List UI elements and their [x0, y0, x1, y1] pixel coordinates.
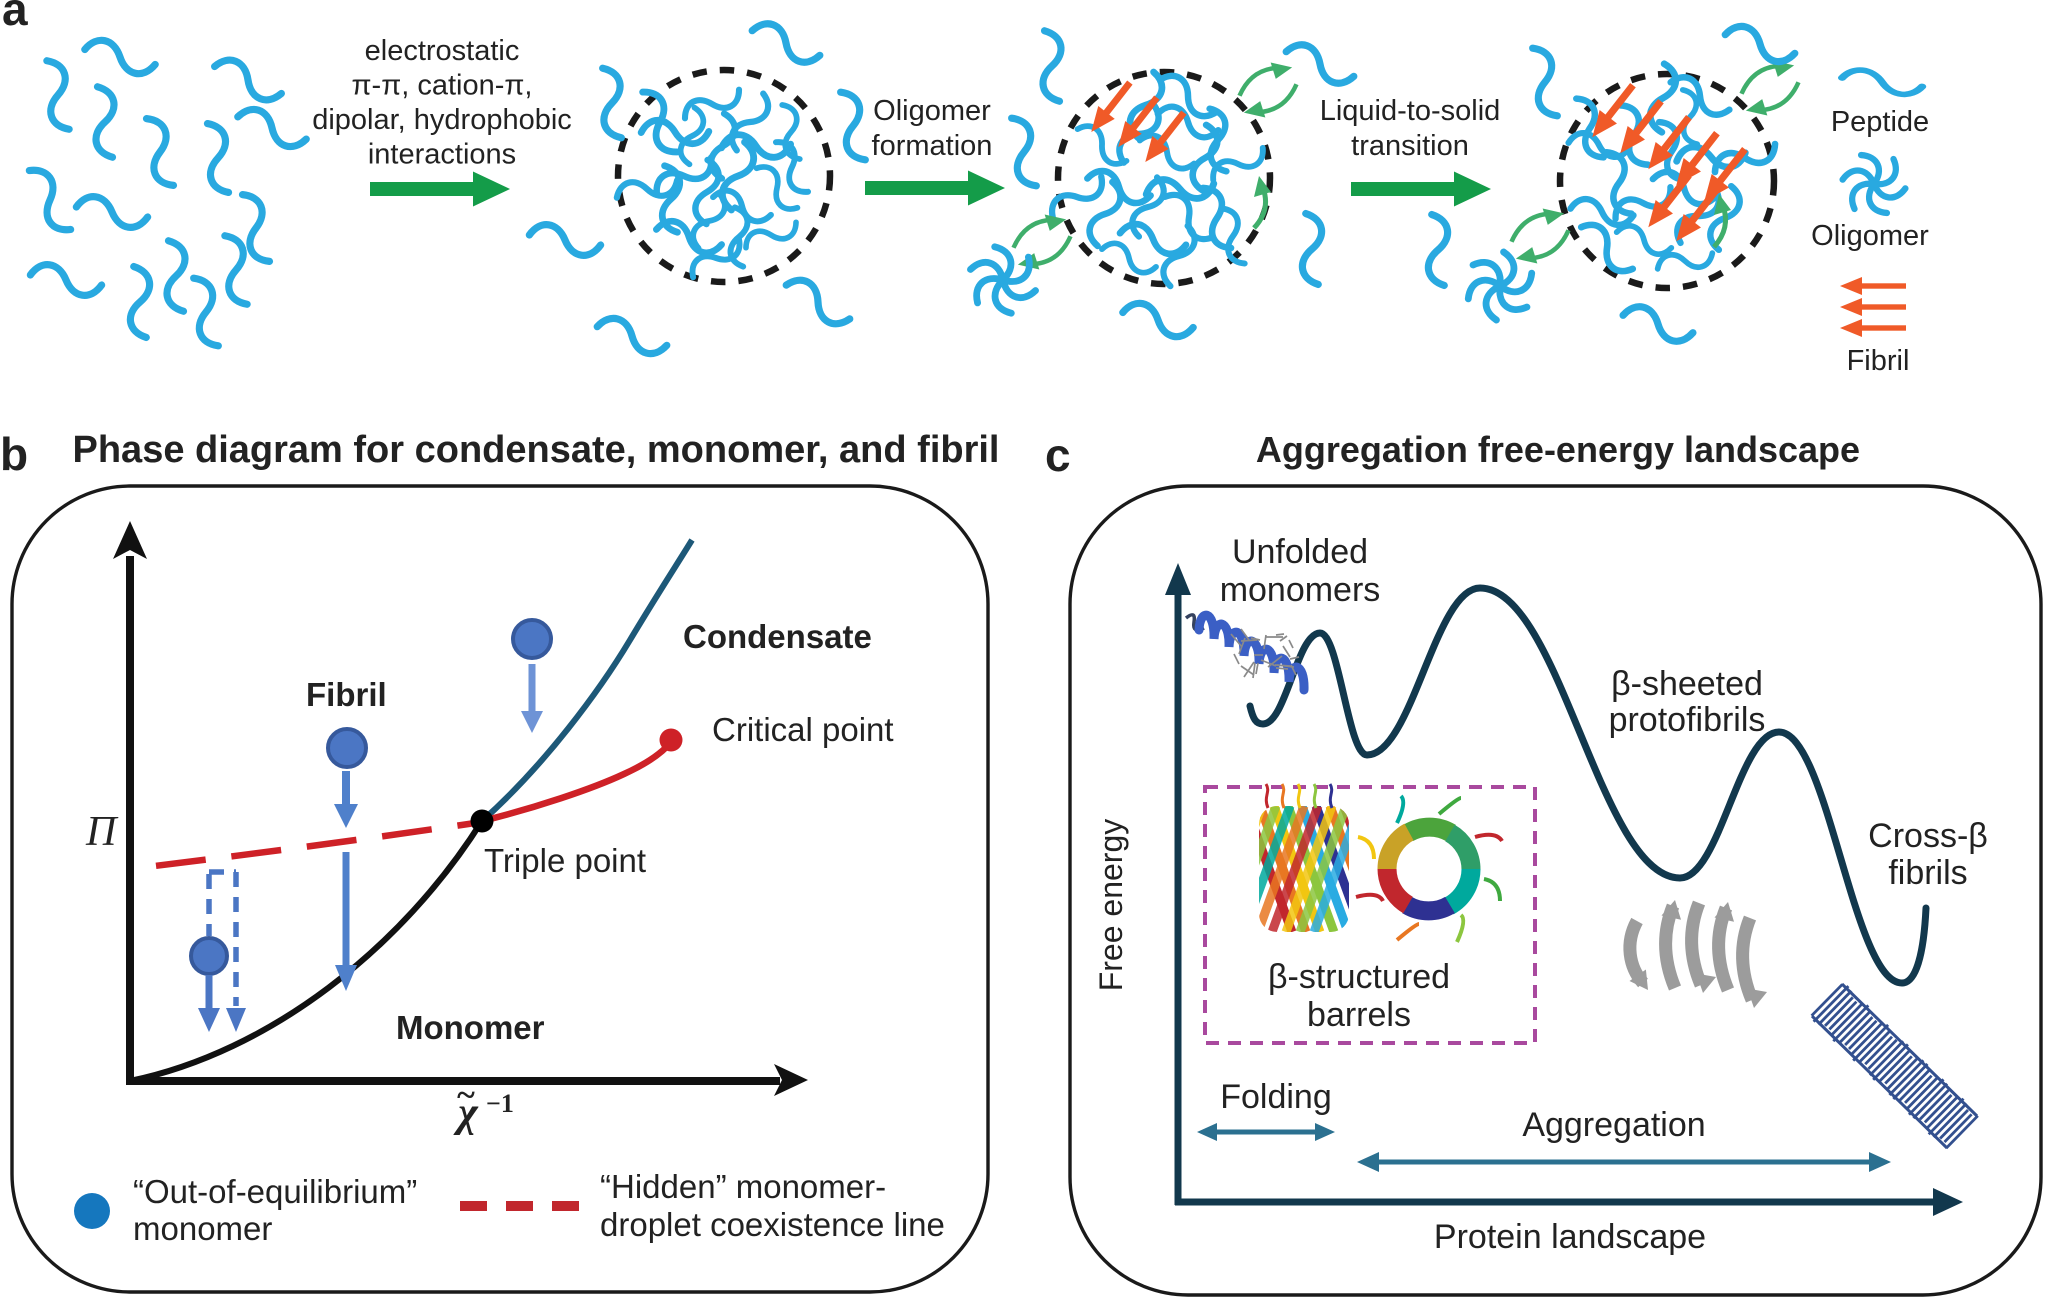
svg-text:transition: transition: [1351, 130, 1469, 162]
svg-text:Π: Π: [85, 809, 119, 855]
svg-text:monomer: monomer: [133, 1210, 272, 1247]
svg-text:monomers: monomers: [1220, 571, 1381, 609]
svg-text:dipolar, hydrophobic: dipolar, hydrophobic: [312, 104, 572, 136]
svg-text:Protein landscape: Protein landscape: [1434, 1218, 1706, 1256]
svg-text:interactions: interactions: [368, 139, 516, 171]
svg-text:Phase diagram for condensate,: Phase diagram for condensate, monomer, a…: [73, 429, 1000, 471]
svg-text:Critical point: Critical point: [712, 711, 894, 748]
svg-text:~: ~: [457, 1077, 475, 1114]
svg-text:fibrils: fibrils: [1888, 854, 1967, 892]
svg-text:Condensate: Condensate: [683, 618, 872, 655]
svg-text:Liquid-to-solid: Liquid-to-solid: [1320, 95, 1501, 127]
svg-text:Peptide: Peptide: [1831, 106, 1929, 138]
svg-text:“Out-of-equilibrium”: “Out-of-equilibrium”: [133, 1173, 417, 1210]
svg-text:b: b: [0, 428, 28, 480]
svg-text:electrostatic: electrostatic: [365, 35, 520, 67]
svg-text:Triple point: Triple point: [484, 842, 646, 879]
svg-text:Aggregation free-energy landsc: Aggregation free-energy landscape: [1256, 429, 1860, 470]
svg-text:Cross-β: Cross-β: [1868, 817, 1988, 855]
svg-text:π-π, cation-π,: π-π, cation-π,: [352, 70, 533, 102]
svg-text:formation: formation: [872, 130, 993, 162]
svg-text:Oligomer: Oligomer: [873, 95, 991, 127]
svg-text:Oligomer: Oligomer: [1811, 220, 1929, 252]
svg-text:Aggregation: Aggregation: [1522, 1106, 1705, 1144]
svg-text:protofibrils: protofibrils: [1609, 701, 1766, 739]
svg-text:χ: χ: [453, 1090, 479, 1136]
svg-text:Unfolded: Unfolded: [1232, 533, 1368, 571]
svg-text:droplet coexistence line: droplet coexistence line: [600, 1206, 945, 1243]
svg-text:c: c: [1045, 429, 1071, 481]
svg-text:β-sheeted: β-sheeted: [1611, 665, 1763, 703]
svg-text:Fibril: Fibril: [1847, 345, 1910, 377]
svg-text:barrels: barrels: [1307, 996, 1411, 1034]
svg-text:a: a: [2, 0, 28, 35]
svg-text:Monomer: Monomer: [396, 1009, 545, 1046]
svg-text:β-structured: β-structured: [1268, 958, 1450, 996]
svg-text:“Hidden” monomer-: “Hidden” monomer-: [600, 1168, 886, 1205]
svg-text:Fibril: Fibril: [306, 676, 387, 713]
svg-text:Folding: Folding: [1220, 1078, 1332, 1116]
svg-text:−1: −1: [486, 1089, 514, 1118]
svg-text:Free energy: Free energy: [1093, 819, 1129, 992]
